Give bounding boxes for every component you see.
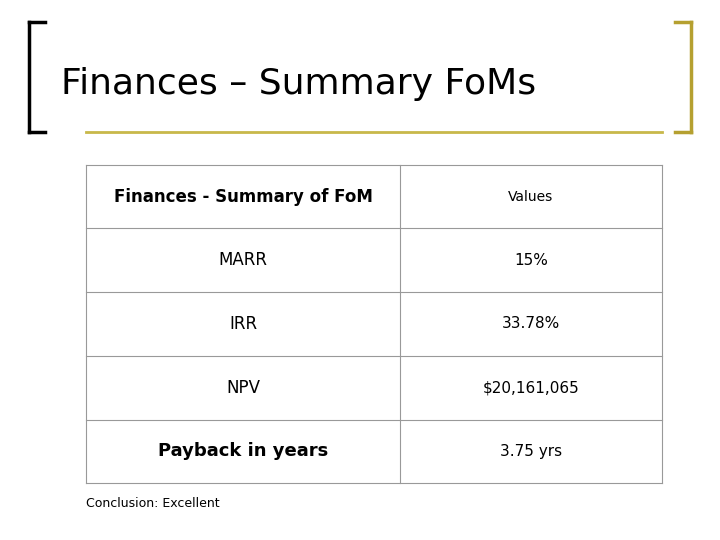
Text: MARR: MARR [218, 251, 268, 269]
Text: Values: Values [508, 190, 554, 204]
Text: Conclusion: Excellent: Conclusion: Excellent [86, 497, 220, 510]
Text: 15%: 15% [514, 253, 548, 268]
Text: Finances – Summary FoMs: Finances – Summary FoMs [61, 67, 536, 100]
Text: Payback in years: Payback in years [158, 442, 328, 461]
Text: $20,161,065: $20,161,065 [482, 380, 580, 395]
Text: NPV: NPV [226, 379, 260, 397]
Text: Finances - Summary of FoM: Finances - Summary of FoM [114, 187, 372, 206]
Text: 3.75 yrs: 3.75 yrs [500, 444, 562, 459]
Text: IRR: IRR [229, 315, 257, 333]
Text: 33.78%: 33.78% [502, 316, 560, 332]
